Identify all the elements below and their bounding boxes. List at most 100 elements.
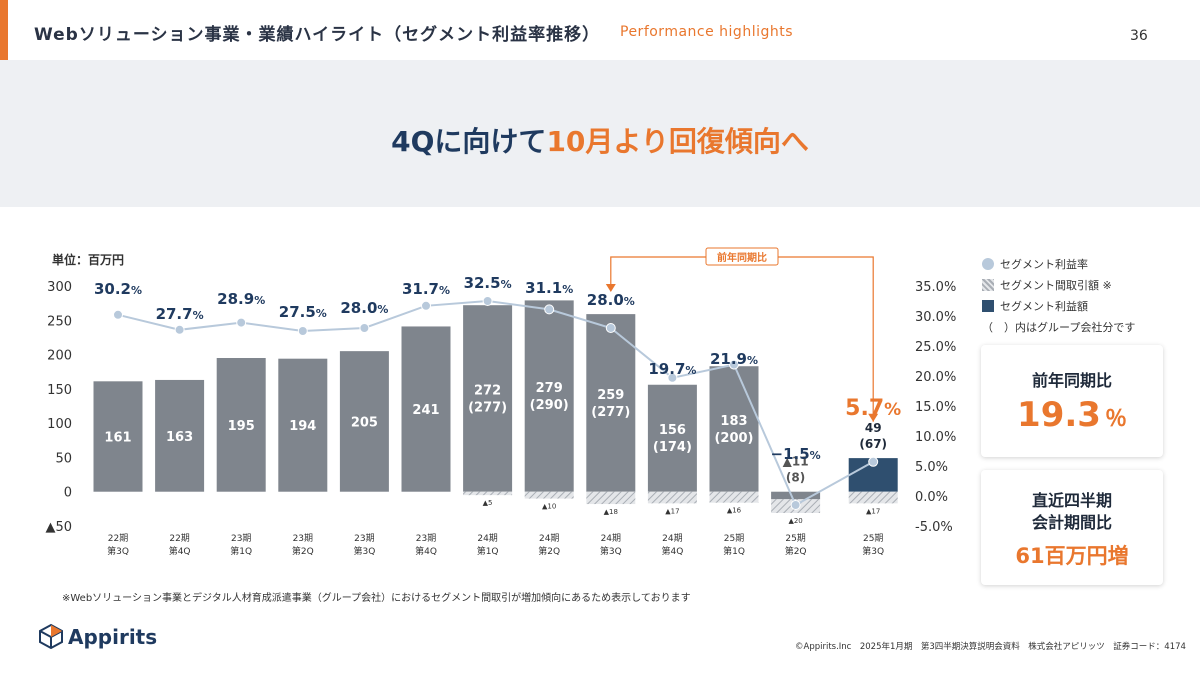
allocation-bar	[848, 491, 898, 504]
x-tick-label: 第1Q	[723, 545, 745, 557]
legend-rate-swatch	[982, 258, 994, 270]
profit-bar	[771, 491, 821, 500]
profit-value-label: 205	[351, 415, 378, 430]
x-tick-label: 第4Q	[415, 545, 437, 557]
legend-note: （ ）内はグループ会社分です	[982, 321, 1136, 334]
rate-unit: %	[685, 364, 696, 377]
legend-rate-label: セグメント利益率	[1000, 258, 1088, 271]
rate-unit: %	[316, 307, 327, 320]
rate-unit: %	[624, 295, 635, 308]
x-tick-label: 第3Q	[862, 545, 884, 557]
x-tick-label: 24期	[601, 533, 621, 544]
allocation-bar	[586, 491, 636, 505]
rate-point	[544, 304, 555, 315]
profit-bar	[216, 358, 266, 492]
yoy-card: 前年同期比 19.3 ％	[981, 345, 1163, 457]
y-right-tick-label: 15.0%	[915, 400, 956, 415]
y-right-tick-label: 25.0%	[915, 340, 956, 355]
header-accent-bar	[0, 0, 8, 60]
legend-allocation: セグメント間取引額 ※	[982, 277, 1112, 293]
y-left-tick-label: 50	[55, 451, 72, 466]
x-tick-label: 25期	[785, 533, 805, 544]
allocation-bar	[647, 491, 697, 504]
x-tick-label: 第1Q	[230, 545, 252, 557]
profit-bar	[278, 358, 328, 492]
y-left-tick-label: 200	[47, 349, 72, 364]
rate-point	[729, 359, 739, 370]
profit-bar	[709, 366, 759, 492]
profit-bar	[647, 384, 697, 492]
rate-point	[236, 317, 247, 328]
recent-card-label-line1: 直近四半期	[1031, 491, 1112, 510]
yoy-annotation-box	[705, 247, 779, 266]
rate-value-label: 30.2%	[94, 280, 142, 298]
y-right-tick-label: 10.0%	[915, 430, 956, 445]
profit-value-label: 49	[865, 421, 882, 435]
allocation-bar	[463, 491, 513, 496]
rate-unit: %	[377, 303, 388, 316]
rate-unit: %	[193, 309, 204, 322]
rate-value-label: −1.5%	[771, 445, 821, 463]
group-value-label: (277)	[591, 405, 630, 420]
profit-bar	[586, 314, 636, 492]
rate-point	[359, 323, 370, 333]
profit-value-label: 161	[104, 431, 131, 446]
rate-point	[482, 296, 493, 306]
rate-value-label: 21.9%	[710, 350, 758, 368]
allocation-bar	[524, 491, 574, 499]
x-tick-label: 第2Q	[785, 545, 807, 557]
legend-allocation-swatch	[982, 279, 994, 291]
profit-value-label: 272	[474, 383, 501, 398]
headline-part1: 4Qに向けて	[391, 125, 547, 158]
x-tick-label: 23期	[293, 533, 313, 544]
x-tick-label: 第3Q	[600, 545, 622, 557]
rate-value-label: 31.7%	[402, 280, 450, 298]
rate-point	[174, 324, 185, 335]
logo-text: Appirits	[68, 625, 158, 649]
rate-value-label: 31.1%	[525, 279, 573, 297]
x-tick-label: 22期	[169, 533, 189, 544]
allocation-label: ▲16	[727, 507, 742, 515]
x-tick-label: 第3Q	[107, 545, 129, 557]
x-tick-label: 25期	[724, 533, 744, 544]
group-value-label: (277)	[468, 400, 507, 415]
yoy-card-label: 前年同期比	[1031, 371, 1112, 390]
legend-profit: セグメント利益額	[982, 298, 1088, 314]
rate-point	[868, 456, 879, 467]
rate-unit: %	[501, 278, 512, 291]
allocation-label: ▲18	[604, 508, 618, 516]
profit-bar	[463, 305, 513, 492]
rate-point	[667, 372, 678, 383]
x-tick-label: 第2Q	[538, 545, 560, 557]
profit-value-label: 183	[720, 414, 747, 429]
profit-value-label: 194	[289, 419, 316, 434]
y-right-tick-label: 20.0%	[915, 370, 956, 385]
group-value-label: (8)	[786, 471, 805, 485]
allocation-label: ▲17	[665, 507, 679, 515]
rate-point	[605, 323, 616, 333]
rate-value-label: 28.0%	[587, 291, 635, 309]
x-tick-label: 23期	[416, 533, 436, 544]
headline: 4Qに向けて10月より回復傾向へ	[0, 120, 1200, 160]
copyright: ©Appirits.Inc 2025年1月期 第3四半期決算説明会資料 株式会社…	[795, 642, 1186, 652]
x-tick-label: 25期	[863, 533, 883, 544]
y-right-tick-label: -5.0%	[915, 520, 953, 535]
recent-quarter-card: 直近四半期 会計期間比 61百万円増	[981, 470, 1163, 585]
group-value-label: (200)	[714, 431, 753, 446]
rate-unit: %	[131, 284, 142, 297]
x-tick-label: 第4Q	[169, 545, 191, 557]
headline-banner	[0, 60, 1200, 207]
allocation-label: ▲17	[866, 507, 880, 515]
rate-point	[297, 326, 308, 336]
recent-card-value: 61百万円増	[1015, 544, 1129, 568]
footnote: ※Webソリューション事業とデジタル人材育成派遣事業（グループ会社）におけるセグ…	[62, 593, 691, 604]
profit-value-label: 195	[228, 419, 255, 434]
segment-profit-chart: 単位：百万円 300 250 200 150 100 50 0 ▲50 35.0% 30.0% 25…	[45, 247, 956, 557]
rate-value-label: 19.7%	[648, 360, 696, 378]
profit-value-label: 156	[659, 423, 686, 438]
y-left-tick-label: ▲50	[45, 520, 72, 535]
allocation-label: ▲5	[483, 499, 493, 507]
profit-bar	[401, 326, 451, 492]
legend-profit-swatch	[982, 300, 994, 312]
legend-profit-label: セグメント利益額	[1000, 300, 1088, 313]
